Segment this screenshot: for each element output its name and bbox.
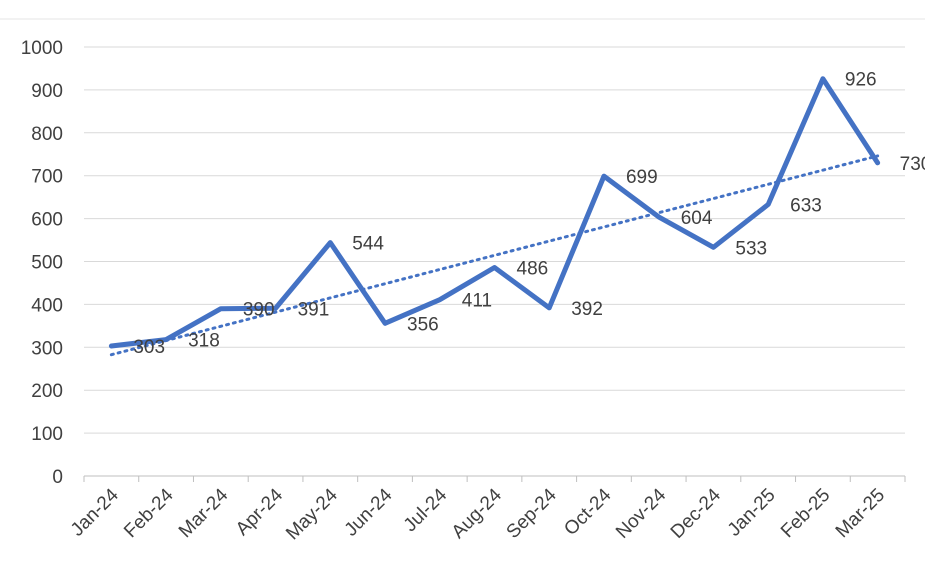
y-tick-label: 100 <box>31 424 63 445</box>
x-tick-label: Dec-24 <box>667 484 725 542</box>
data-label: 303 <box>133 337 165 358</box>
y-tick-label: 0 <box>52 467 63 488</box>
data-label: 544 <box>352 234 384 255</box>
data-label: 390 <box>243 300 275 321</box>
series-line <box>108 76 881 349</box>
x-tick-label: Jun-24 <box>341 484 397 540</box>
y-tick-label: 1000 <box>21 38 63 59</box>
y-tick-label: 900 <box>31 81 63 102</box>
y-tick-label: 200 <box>31 381 63 402</box>
x-tick-label: Feb-24 <box>120 484 178 542</box>
data-label: 391 <box>298 299 330 320</box>
x-tick-label: May-24 <box>282 484 342 544</box>
x-tick-label: Jan-24 <box>67 484 123 540</box>
data-label: 604 <box>681 208 713 229</box>
x-tick-label: Sep-24 <box>503 484 561 542</box>
data-label: 411 <box>462 291 492 312</box>
x-tick-label: Apr-24 <box>232 484 287 539</box>
y-tick-label: 400 <box>31 295 63 316</box>
data-label: 730 <box>900 154 925 175</box>
y-tick-label: 700 <box>31 167 63 188</box>
data-label: 533 <box>735 238 767 259</box>
y-tick-label: 500 <box>31 253 63 274</box>
data-label: 486 <box>517 259 549 280</box>
x-tick-label: Oct-24 <box>560 484 615 539</box>
trendline <box>109 154 880 357</box>
x-tick-label: Mar-24 <box>175 484 233 542</box>
x-tick-label: Nov-24 <box>612 484 670 542</box>
data-label: 318 <box>188 331 220 352</box>
x-tick-label: Jul-24 <box>400 484 452 536</box>
y-tick-label: 300 <box>31 338 63 359</box>
data-label: 633 <box>790 195 822 216</box>
data-label: 926 <box>845 70 877 91</box>
x-tick-label: Feb-25 <box>777 485 834 542</box>
y-tick-label: 800 <box>31 124 63 145</box>
data-label: 356 <box>407 314 439 335</box>
data-label: 392 <box>571 299 603 320</box>
y-tick-label: 600 <box>31 210 63 231</box>
x-tick-label: Jan-25 <box>724 485 780 541</box>
x-tick-label: Aug-24 <box>448 484 506 542</box>
x-tick-label: Mar-25 <box>832 485 889 542</box>
data-label: 699 <box>626 167 658 188</box>
